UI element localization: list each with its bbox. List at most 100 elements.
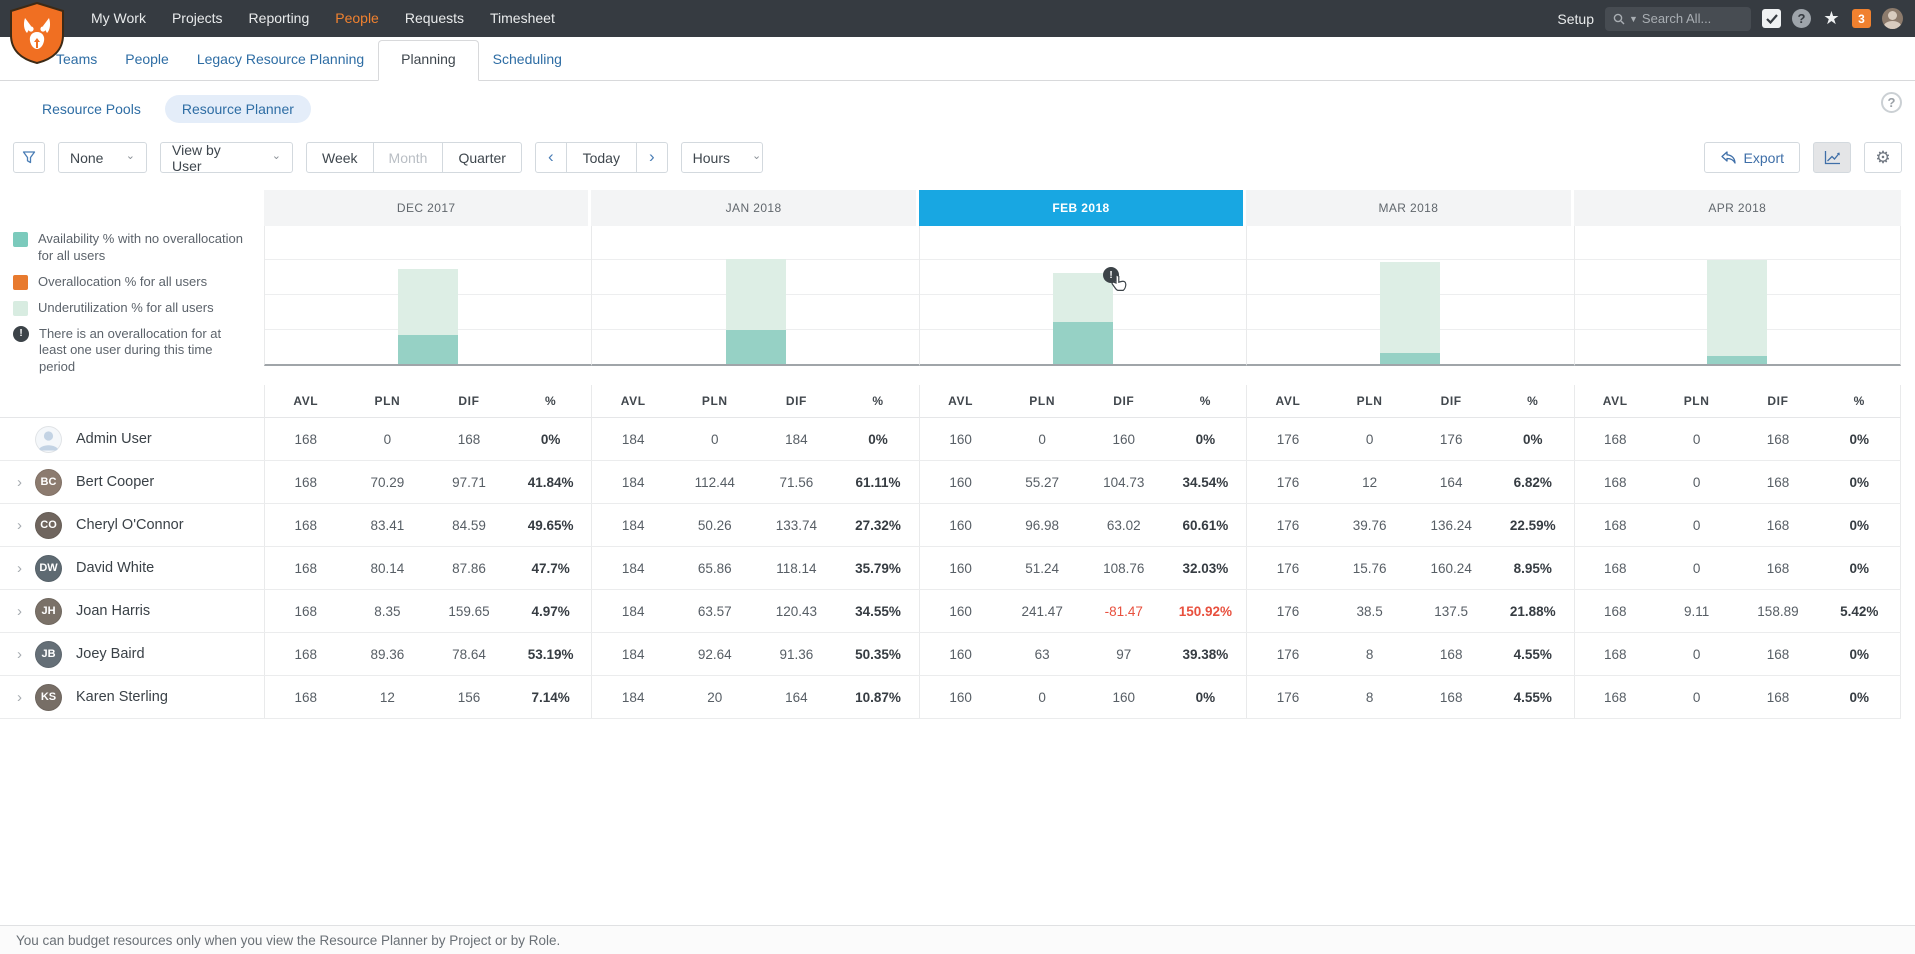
- nav-item-reporting[interactable]: Reporting: [236, 0, 323, 37]
- underutilization-segment: [398, 269, 458, 335]
- expand-chevron-icon[interactable]: ›: [17, 560, 22, 577]
- table-row-karen-sterling: ›KSKaren Sterling168121567.14%1842016410…: [0, 676, 1901, 719]
- today-button[interactable]: Today: [566, 142, 637, 173]
- colhead-pct: %: [1819, 394, 1900, 408]
- nav-item-people[interactable]: People: [322, 0, 392, 37]
- user-name[interactable]: Cheryl O'Connor: [76, 517, 184, 533]
- budget-note: You can budget resources only when you v…: [16, 933, 560, 948]
- notification-badge[interactable]: 3: [1852, 9, 1871, 28]
- tab-planning[interactable]: Planning: [378, 40, 479, 81]
- search-input[interactable]: ▼ Search All...: [1605, 7, 1751, 31]
- user-name[interactable]: Bert Cooper: [76, 474, 154, 490]
- prev-period-button[interactable]: ‹: [535, 142, 567, 173]
- user-name[interactable]: David White: [76, 560, 154, 576]
- user-rows: Admin User16801680%18401840%16001600%176…: [0, 418, 1901, 719]
- value-group-4: 16801680%: [1574, 418, 1901, 460]
- value-pct: 0%: [1819, 690, 1900, 705]
- expand-chevron-icon[interactable]: ›: [17, 603, 22, 620]
- overallocation-warning-icon[interactable]: !: [1103, 267, 1119, 283]
- chevron-left-icon: ‹: [548, 148, 554, 165]
- month-header-dec-2017[interactable]: DEC 2017: [264, 190, 591, 226]
- value-pln: 0: [1656, 518, 1737, 533]
- colhead-avl: AVL: [592, 394, 674, 408]
- utilization-bar[interactable]: [1053, 273, 1113, 364]
- page-help-button[interactable]: ?: [1881, 92, 1902, 113]
- utilization-bar[interactable]: [726, 259, 786, 364]
- nav-item-requests[interactable]: Requests: [392, 0, 477, 37]
- value-avl: 184: [592, 561, 674, 576]
- setup-link[interactable]: Setup: [1557, 11, 1594, 27]
- filter-button[interactable]: [13, 142, 45, 173]
- month-header-feb-2018[interactable]: FEB 2018: [919, 190, 1246, 226]
- value-pln: 12: [347, 690, 429, 705]
- nav-item-timesheet[interactable]: Timesheet: [477, 0, 568, 37]
- month-header-jan-2018[interactable]: JAN 2018: [591, 190, 918, 226]
- month-header-apr-2018[interactable]: APR 2018: [1574, 190, 1901, 226]
- user-name[interactable]: Joan Harris: [76, 603, 150, 619]
- value-group-0: 16880.1487.8647.7%: [264, 547, 591, 589]
- value-pln: 12: [1329, 475, 1411, 490]
- month-header-mar-2018[interactable]: MAR 2018: [1246, 190, 1573, 226]
- user-avatar[interactable]: [1882, 8, 1903, 29]
- value-dif: 160: [1083, 432, 1165, 447]
- filter-select[interactable]: None⌄: [58, 142, 147, 173]
- user-name[interactable]: Karen Sterling: [76, 689, 168, 705]
- value-pln: 50.26: [674, 518, 756, 533]
- favorites-star-icon[interactable]: ★: [1822, 9, 1841, 28]
- period-quarter-button[interactable]: Quarter: [442, 142, 521, 173]
- value-group-0: 168121567.14%: [264, 676, 591, 718]
- user-cell: ›JHJoan Harris: [0, 590, 264, 632]
- colhead-pct: %: [837, 394, 919, 408]
- tab-people[interactable]: People: [111, 51, 183, 80]
- view-by-select[interactable]: View by User⌄: [160, 142, 293, 173]
- value-dif: 160.24: [1410, 561, 1492, 576]
- value-pct: 4.55%: [1492, 647, 1574, 662]
- settings-button[interactable]: ⚙: [1864, 142, 1902, 173]
- utilization-bar[interactable]: [398, 269, 458, 364]
- next-period-button[interactable]: ›: [636, 142, 668, 173]
- value-pln: 9.11: [1656, 604, 1737, 619]
- search-placeholder: Search All...: [1642, 11, 1711, 26]
- legend-label: Availability % with no overallocation fo…: [38, 231, 250, 265]
- expand-chevron-icon[interactable]: ›: [17, 646, 22, 663]
- user-name[interactable]: Admin User: [76, 431, 152, 447]
- availability-segment: [1707, 356, 1767, 364]
- user-name[interactable]: Joey Baird: [76, 646, 145, 662]
- expand-chevron-icon[interactable]: ›: [17, 517, 22, 534]
- tab-scheduling[interactable]: Scheduling: [479, 51, 576, 80]
- expand-chevron-icon[interactable]: ›: [17, 689, 22, 706]
- availability-segment: [398, 335, 458, 364]
- export-button[interactable]: Export: [1704, 142, 1800, 173]
- value-avl: 184: [592, 518, 674, 533]
- help-icon[interactable]: ?: [1792, 9, 1811, 28]
- chart-view-toggle[interactable]: [1813, 142, 1851, 173]
- expand-chevron-icon[interactable]: ›: [17, 474, 22, 491]
- utilization-bar[interactable]: [1380, 262, 1440, 364]
- value-avl: 176: [1247, 432, 1329, 447]
- value-group-4: 16801680%: [1574, 547, 1901, 589]
- tab-legacy-resource-planning[interactable]: Legacy Resource Planning: [183, 51, 378, 80]
- value-pct: 7.14%: [510, 690, 592, 705]
- value-pct: 21.88%: [1492, 604, 1574, 619]
- value-pct: 61.11%: [837, 475, 919, 490]
- units-select[interactable]: Hours⌄: [681, 142, 763, 173]
- user-cell: ›COCheryl O'Connor: [0, 504, 264, 546]
- nav-item-my-work[interactable]: My Work: [78, 0, 159, 37]
- avatar: JB: [35, 641, 62, 668]
- period-week-button[interactable]: Week: [306, 142, 374, 173]
- search-scope-caret-icon[interactable]: ▼: [1629, 14, 1638, 24]
- value-group-2: 16096.9863.0260.61%: [919, 504, 1246, 546]
- colhead-pln: PLN: [347, 394, 429, 408]
- workfront-logo-icon[interactable]: [8, 2, 66, 64]
- nav-item-projects[interactable]: Projects: [159, 0, 236, 37]
- utilization-bar[interactable]: [1707, 260, 1767, 364]
- approvals-check-icon[interactable]: [1762, 9, 1781, 28]
- subtab-resource-pools[interactable]: Resource Pools: [42, 101, 141, 117]
- legend-label: There is an overallocation for at least …: [39, 326, 250, 377]
- value-dif: 168: [1737, 475, 1818, 490]
- value-avl: 176: [1247, 690, 1329, 705]
- subtab-resource-planner[interactable]: Resource Planner: [165, 95, 311, 123]
- availability-segment: [726, 330, 786, 364]
- chart-legend: Availability % with no overallocation fo…: [0, 226, 264, 385]
- filter-select-value: None: [70, 150, 103, 166]
